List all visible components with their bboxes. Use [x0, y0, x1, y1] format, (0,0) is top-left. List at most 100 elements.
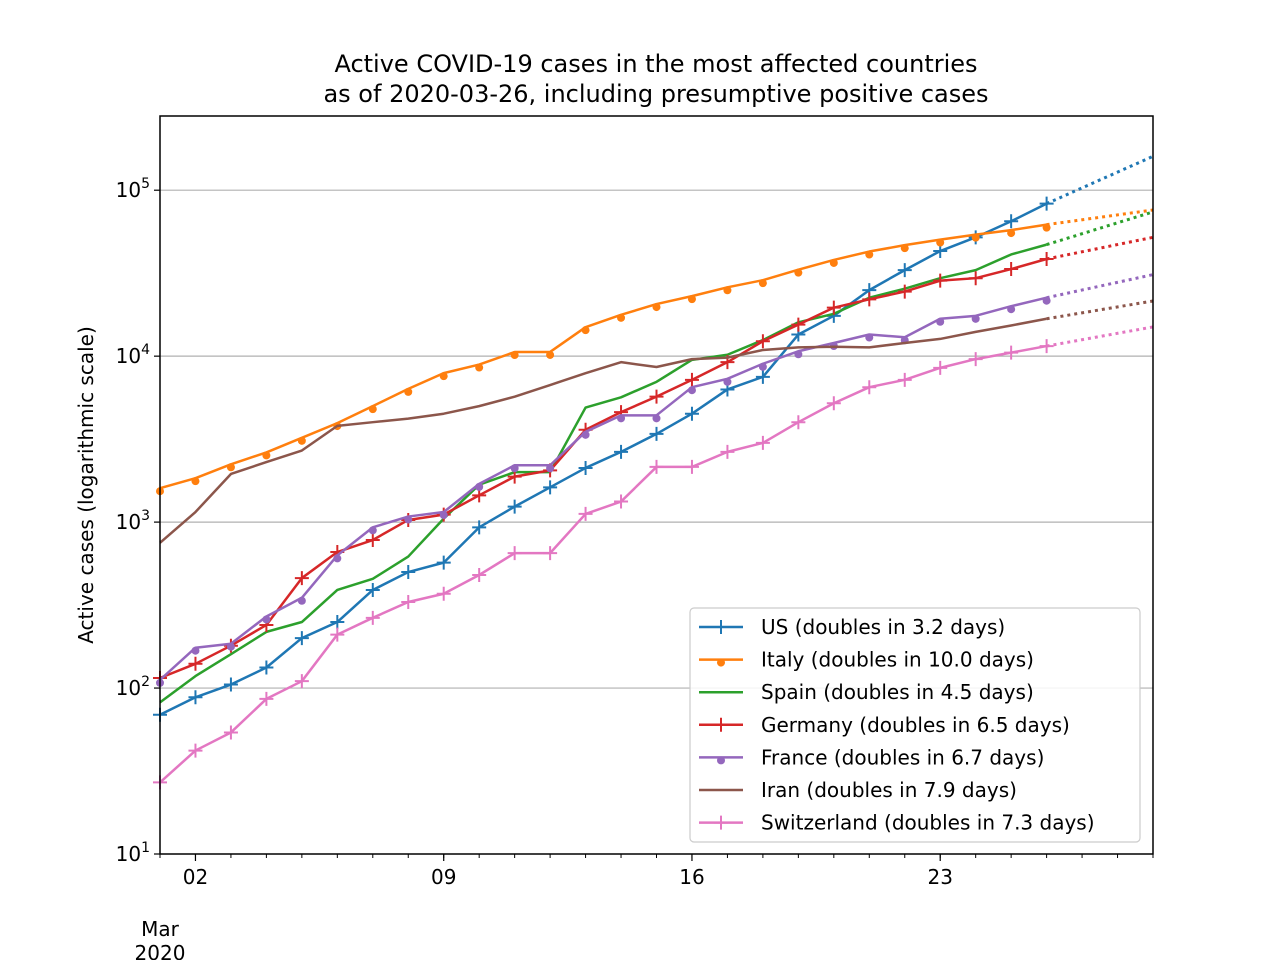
x-tick-label: 23 [927, 865, 952, 889]
data-point [404, 387, 413, 396]
data-point [439, 372, 448, 381]
series-line [159, 243, 1047, 704]
data-point [826, 396, 841, 411]
data-point [936, 317, 945, 326]
data-point [933, 273, 948, 288]
data-point [368, 405, 377, 414]
data-point [226, 642, 235, 651]
series-projection [1046, 299, 1154, 321]
data-point [262, 451, 271, 460]
data-point [617, 313, 626, 322]
data-point [971, 233, 980, 242]
y-axis: 101 102 103 104 105 [116, 176, 160, 866]
data-point [1042, 296, 1051, 305]
series-line [159, 257, 1047, 680]
data-point [1039, 196, 1054, 211]
data-point [507, 546, 522, 561]
legend-label: Switzerland (doubles in 7.3 days) [761, 811, 1095, 835]
series-0 [153, 154, 1154, 722]
data-point [401, 595, 416, 610]
series-2 [159, 210, 1154, 704]
legend-marker [714, 717, 728, 732]
data-point [365, 582, 380, 597]
data-point [188, 690, 203, 705]
data-point [191, 646, 200, 655]
y-tick-label: 103 [116, 508, 150, 534]
data-point [614, 444, 629, 459]
series-projection [1045, 154, 1154, 206]
data-point [472, 520, 487, 535]
data-point [330, 627, 345, 642]
data-point [897, 263, 912, 278]
y-tick-label: 104 [116, 342, 150, 368]
data-point [971, 314, 980, 323]
data-point [791, 317, 806, 332]
data-point [223, 677, 238, 692]
data-point [294, 571, 309, 586]
data-point [684, 372, 699, 387]
legend-label: Spain (doubles in 4.5 days) [761, 680, 1034, 704]
data-point [968, 352, 983, 367]
series-6 [153, 325, 1154, 790]
data-point [684, 459, 699, 474]
data-point [475, 482, 484, 491]
data-point [439, 511, 448, 520]
data-point [259, 660, 274, 675]
data-point [436, 586, 451, 601]
data-point [723, 377, 732, 386]
data-point [581, 326, 590, 335]
legend: US (doubles in 3.2 days) Italy (doubles i… [689, 607, 1141, 843]
data-point [684, 406, 699, 421]
legend-marker [717, 658, 725, 667]
data-point [365, 610, 380, 625]
data-point [755, 334, 770, 349]
chart-title: Active COVID-19 cases in the most affect… [323, 50, 988, 108]
data-point [862, 380, 877, 395]
series-projection [1046, 210, 1154, 247]
series-projection [1046, 208, 1154, 227]
data-point [543, 546, 558, 561]
data-point [723, 286, 732, 295]
data-point [687, 386, 696, 395]
series-1 [156, 208, 1154, 496]
x-secondary-label: Mar 2020 [135, 917, 186, 960]
x-tick-label: 16 [679, 865, 704, 889]
series-line [159, 317, 1047, 544]
data-point [368, 526, 377, 535]
data-point [297, 436, 306, 445]
data-point [223, 725, 238, 740]
data-point [578, 506, 593, 521]
x-tick-label: 02 [183, 865, 208, 889]
x-tick-label: 09 [431, 865, 456, 889]
data-point [543, 480, 558, 495]
data-point [758, 279, 767, 288]
data-point [755, 369, 770, 384]
legend-label: Iran (doubles in 7.9 days) [761, 778, 1017, 802]
data-point [687, 295, 696, 304]
chart-title-line-1: Active COVID-19 cases in the most affect… [334, 50, 977, 78]
legend-marker [714, 815, 728, 830]
x-axis: 02 09 16 23 [159, 854, 1154, 889]
data-point [294, 631, 309, 646]
legend-box [689, 607, 1141, 843]
data-point [188, 656, 203, 671]
data-point [294, 674, 309, 689]
data-point [933, 360, 948, 375]
data-point [475, 363, 484, 372]
y-tick-label: 105 [116, 176, 150, 202]
series-line [159, 344, 1047, 784]
data-point [1004, 262, 1019, 277]
data-point [1039, 339, 1054, 354]
y-axis-label: Active cases (logarithmic scale) [74, 326, 98, 644]
data-point [829, 258, 838, 267]
data-point [546, 464, 555, 473]
data-point [510, 464, 519, 473]
data-point [1042, 223, 1051, 232]
series-line [159, 296, 1047, 681]
data-point [472, 568, 487, 582]
legend-marker [717, 756, 725, 765]
data-point [652, 414, 661, 423]
data-point [900, 244, 909, 253]
data-point [578, 460, 593, 475]
